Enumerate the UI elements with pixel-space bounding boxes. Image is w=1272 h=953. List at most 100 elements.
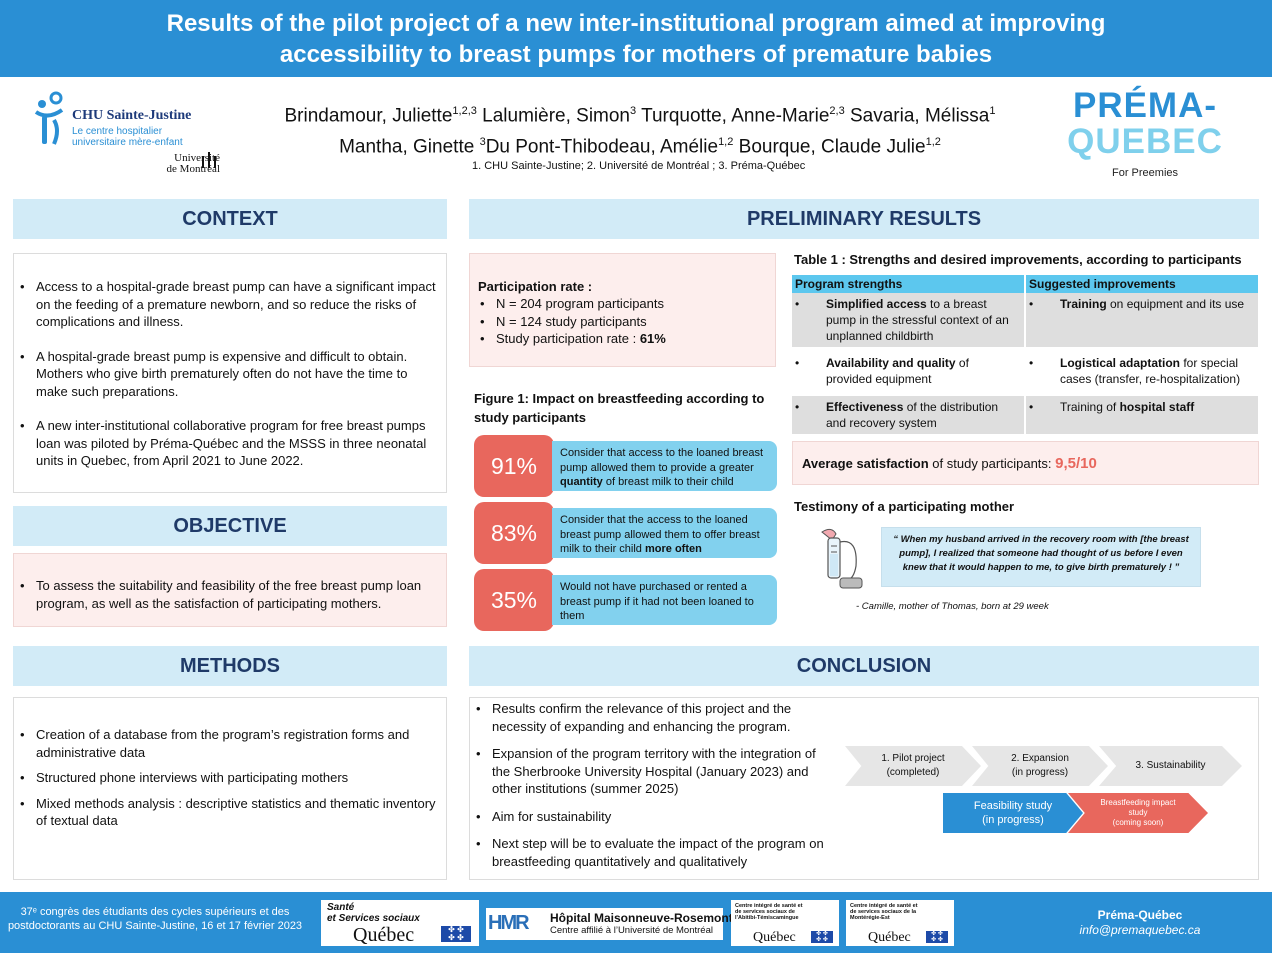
- step-label: Feasibility study: [973, 800, 1053, 812]
- prema-logo: PRÉMA- QUEBEC For Preemies: [1060, 86, 1230, 180]
- step-expansion: 2. Expansion (in progress): [972, 746, 1108, 786]
- logo-text: Santé: [327, 902, 355, 913]
- stat-text: of breast milk to their child: [602, 476, 734, 488]
- table-row: Simplified access to a breast pump in th…: [792, 293, 1258, 347]
- stat-text: Consider that the access to the loaned b…: [560, 514, 760, 555]
- stat-description: Would not have purchased or rented a bre…: [552, 575, 777, 625]
- author: Du Pont-Thibodeau, Amélie: [485, 136, 719, 158]
- title-line-2: accessibility to breast pumps for mother…: [279, 41, 993, 68]
- stat-description: Consider that access to the loaned breas…: [552, 441, 777, 491]
- methods-box: Creation of a database from the program’…: [13, 697, 447, 880]
- context-box: Access to a hospital-grade breast pump c…: [13, 253, 447, 493]
- participation-title: Participation rate :: [478, 279, 593, 294]
- logo-text: Québec: [753, 930, 796, 945]
- step-breastfeeding-impact: Breastfeeding impact study (coming soon): [1068, 793, 1208, 833]
- cell-bold: hospital staff: [1119, 400, 1195, 414]
- udem-line-2: de Montréal: [166, 163, 220, 175]
- objective-heading: OBJECTIVE: [13, 506, 447, 546]
- stat-bold: quantity: [560, 476, 603, 488]
- table-header: Program strengths: [792, 275, 1026, 293]
- objective-list: To assess the suitability and feasibilit…: [18, 577, 438, 612]
- author: Lalumière, Simon: [482, 105, 630, 127]
- congress-text: 37ᵉ congrès des étudiants des cycles sup…: [7, 906, 303, 932]
- hmr-mark-icon: HMR: [488, 912, 530, 934]
- author: Turquotte, Anne-Marie: [641, 105, 830, 127]
- breast-pump-icon: [821, 528, 863, 589]
- context-heading: CONTEXT: [13, 199, 447, 239]
- methods-list: Creation of a database from the program’…: [18, 726, 438, 830]
- step-label: Breastfeeding impact study: [1100, 798, 1176, 817]
- prema-logo-line-1: PRÉMA-: [1072, 86, 1218, 125]
- participation-rate-label: Study participation rate :: [496, 331, 640, 346]
- step-label: 2. Expansion: [1011, 753, 1069, 764]
- cisss-monteregie-logo: Centre intégré de santé et de services s…: [846, 900, 954, 946]
- table-header: Suggested improvements: [1025, 275, 1258, 293]
- satisfaction-label: Average satisfaction: [802, 456, 929, 471]
- logo-text: Centre affilié à l’Université de Montréa…: [550, 925, 713, 936]
- step-feasibility-study: Feasibility study (in progress): [943, 793, 1083, 833]
- list-item: Next step will be to evaluate the impact…: [474, 835, 824, 870]
- table-row: Effectiveness of the distribution and re…: [792, 396, 1258, 434]
- logo-text: Centre intégré de santé et de services s…: [850, 903, 918, 921]
- table-cell: Training of hospital staff: [1025, 396, 1258, 434]
- figure-title: Figure 1: Impact on breastfeeding accord…: [474, 391, 765, 425]
- list-item: Expansion of the program territory with …: [474, 745, 824, 798]
- list-item: Structured phone interviews with partici…: [18, 769, 438, 787]
- testimony-quote: “ When my husband arrived in the recover…: [881, 527, 1201, 587]
- udem-logo: Université de Montréal: [140, 153, 220, 183]
- chu-logo: CHU Sainte-Justine Le centre hospitalier…: [32, 90, 227, 150]
- logo-text: Centre intégré de santé et de services s…: [735, 903, 803, 921]
- chu-mother-child-icon: [34, 91, 64, 145]
- cell-bold: Effectiveness: [826, 400, 904, 414]
- stat-value: 35%: [474, 569, 554, 631]
- table-header-row: Program strengths Suggested improvements: [792, 275, 1258, 293]
- author-affil: 2,3: [829, 105, 845, 117]
- satisfaction-text: of study participants:: [928, 456, 1056, 471]
- step-status: (coming soon): [1112, 818, 1164, 827]
- fleur-de-lis-icon: ✤ ✤ ✤ ✤: [811, 931, 833, 943]
- udem-crest-icon: [202, 152, 216, 168]
- cell-text: of the distribution and recovery system: [826, 400, 999, 430]
- list-item: Access to a hospital-grade breast pump c…: [18, 278, 438, 331]
- author-affil: 3: [479, 136, 486, 149]
- quote-author: - Camille, mother of Thomas, born at 29 …: [856, 601, 1049, 612]
- stat-text: Consider that access to the loaned breas…: [560, 447, 764, 474]
- logo-text: Québec: [868, 930, 911, 945]
- list-item: Results confirm the relevance of this pr…: [474, 700, 824, 735]
- author-affil: 1,2,3: [452, 105, 477, 117]
- footer-email-link[interactable]: info@premaquebec.ca: [1079, 923, 1201, 937]
- list-item: N = 204 program participants: [478, 295, 767, 313]
- fleur-de-lis-icon: ✤ ✤ ✤ ✤: [926, 931, 948, 943]
- stat-bold: more often: [644, 543, 702, 555]
- prema-tagline: For Preemies: [1111, 167, 1179, 179]
- table-cell: Training on equipment and its use: [1025, 293, 1258, 347]
- sante-quebec-logo: Santé et Services sociaux Québec ✤ ✤ ✤ ✤: [321, 900, 479, 946]
- satisfaction-value: 9,5/10: [1055, 455, 1097, 472]
- author-affil: 1: [989, 105, 996, 117]
- hmr-logo: HMR Hôpital Maisonneuve-Rosemont Centre …: [486, 908, 733, 940]
- cell-bold: Logistical adaptation: [1060, 356, 1181, 370]
- cell-bold: Availability and quality: [826, 356, 956, 370]
- conclusion-box: Results confirm the relevance of this pr…: [469, 697, 1259, 880]
- strengths-table: Program strengths Suggested improvements…: [792, 275, 1258, 434]
- results-heading: PRELIMINARY RESULTS: [469, 199, 1259, 239]
- authors-line-1: Brindamour, Juliette1,2,3 Lalumière, Sim…: [225, 98, 1055, 129]
- authors-line-2: Mantha, Ginette 3Du Pont-Thibodeau, Amél…: [225, 129, 1055, 160]
- author: Mantha, Ginette: [339, 136, 480, 158]
- title-line-1: Results of the pilot project of a new in…: [166, 10, 1106, 37]
- objective-box: To assess the suitability and feasibilit…: [13, 553, 447, 627]
- step-label: 1. Pilot project: [881, 753, 945, 764]
- cell-text: to a breast pump in the stressful contex…: [826, 297, 1009, 343]
- step-label: 3. Sustainability: [1135, 760, 1206, 771]
- stat-value: 83%: [474, 502, 554, 564]
- author: Savaria, Mélissa: [849, 105, 990, 127]
- logo-text: Québec: [353, 924, 415, 946]
- cell-text: of provided equipment: [826, 356, 969, 386]
- step-pilot-project: 1. Pilot project (completed): [845, 746, 981, 786]
- author-affil: 1,2: [718, 136, 734, 149]
- cisss-abitibi-logo: Centre intégré de santé et de services s…: [731, 900, 839, 946]
- table-title: Table 1 : Strengths and desired improvem…: [794, 252, 1242, 267]
- list-item: Study participation rate : 61%: [478, 330, 767, 348]
- table-cell: Logistical adaptation for special cases …: [1025, 347, 1258, 396]
- cell-bold: Training: [1060, 297, 1107, 311]
